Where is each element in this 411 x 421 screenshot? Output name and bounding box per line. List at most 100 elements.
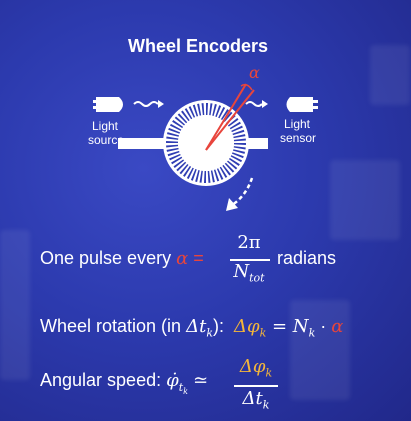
encoder-slot	[201, 103, 205, 116]
encoder-slot	[203, 170, 206, 183]
encoder-slot	[223, 111, 233, 123]
eq3-approx: ≃	[193, 370, 209, 391]
encoder-slot	[171, 156, 183, 165]
eq3-prefix: Angular speed:	[40, 370, 167, 390]
eq2-lhs: Δφ	[234, 316, 260, 337]
encoder-slot	[166, 140, 179, 143]
light-source-icon	[93, 97, 123, 112]
eq2-alpha: α	[331, 316, 344, 337]
encoder-slot	[207, 170, 211, 183]
encoder-slot	[172, 120, 184, 129]
equation-rotation: Wheel rotation (in Δtk): Δφk = Nk · α	[40, 316, 343, 340]
encoder-slot	[232, 149, 245, 154]
eq3-denominator-sub: k	[262, 398, 270, 412]
light-source-label: source	[88, 133, 124, 147]
eq2-mid: = N	[266, 316, 309, 337]
light-source-label: Light	[92, 119, 119, 133]
eq1-equals: =	[188, 248, 204, 268]
encoder-slot	[210, 170, 215, 183]
encoder-slot	[177, 113, 188, 124]
alpha-angle-marker	[205, 83, 255, 151]
eq2-close: ):	[212, 316, 224, 336]
encoder-slot	[184, 108, 193, 120]
eq2-lhs-sub: k	[259, 326, 267, 340]
encoder-slot	[195, 169, 200, 182]
eq3-fraction: Δφk Δtk	[232, 356, 280, 411]
encoder-slot	[197, 103, 202, 116]
encoder-slot	[181, 110, 190, 122]
encoder-slot	[216, 168, 224, 180]
encoder-slot	[167, 132, 180, 137]
encoder-slot	[215, 105, 222, 118]
equation-pulse: One pulse every α =	[40, 248, 204, 269]
eq1-denominator-sub: tot	[249, 271, 265, 285]
eq3-numerator-sub: k	[265, 366, 273, 380]
background-glow	[290, 300, 350, 400]
encoder-slot	[233, 146, 246, 150]
encoder-slot	[222, 164, 231, 176]
encoder-slot	[190, 168, 197, 181]
encoder-slot	[228, 157, 240, 166]
encoder-slot	[166, 147, 179, 152]
eq1-prefix: One pulse every	[40, 248, 177, 268]
encoder-slot	[199, 170, 203, 183]
light-sensor-label: Light	[284, 117, 311, 131]
encoder-slot	[233, 138, 246, 142]
encoder-slot	[166, 144, 179, 148]
equation-angular-speed: Angular speed: φ̇tk ≃	[40, 370, 208, 396]
light-wave-icon	[133, 101, 159, 107]
encoder-slot	[212, 104, 217, 117]
encoder-slot	[220, 109, 229, 121]
eq2-prefix: Wheel rotation (in	[40, 316, 187, 336]
encoder-slot	[167, 150, 180, 157]
wheel-encoder-diagram: α Light source Light sensor	[88, 63, 318, 186]
alpha-symbol: α	[249, 63, 260, 82]
light-sensor-icon	[286, 97, 318, 112]
encoder-slot	[169, 123, 182, 131]
encoder-slot	[230, 155, 243, 163]
eq2-dt-sub: k	[206, 326, 213, 340]
encoder-slot	[174, 116, 186, 126]
encoder-slot	[231, 125, 243, 133]
encoder-slot	[188, 106, 196, 118]
encoder-slot	[183, 165, 192, 177]
encoder-slot	[227, 118, 239, 127]
eq2-dt: Δt	[186, 316, 207, 337]
eq1-denominator: N	[233, 261, 250, 282]
eq2-dot: ·	[315, 316, 332, 336]
encoder-slot	[218, 106, 226, 119]
encoder-slot	[232, 129, 245, 136]
encoder-slot	[192, 104, 199, 117]
encoder-slot	[231, 152, 244, 159]
background-glow	[370, 45, 410, 105]
eq3-phi: φ̇	[166, 370, 179, 391]
eq1-fraction: 2π Ntot	[226, 232, 272, 285]
slide-title: Wheel Encoders	[127, 36, 269, 56]
encoder-slot	[229, 121, 241, 130]
wheel-hub	[178, 115, 234, 171]
eq1-alpha: α	[176, 248, 189, 269]
encoder-slot	[233, 143, 246, 146]
encoder-slot	[226, 160, 238, 170]
encoder-slot	[169, 153, 181, 161]
fraction-bar	[230, 259, 270, 261]
eq3-phi-sub: t	[178, 380, 184, 394]
arrow-head-icon	[158, 100, 164, 108]
encoder-slot	[219, 166, 228, 178]
fraction-bar	[234, 385, 278, 387]
encoder-slot	[176, 161, 187, 172]
encoder-slot	[206, 103, 209, 116]
eq3-phi-subsub: k	[183, 386, 188, 396]
light-sensor-label: sensor	[280, 131, 316, 145]
eq1-numerator: 2π	[237, 232, 261, 253]
encoder-slot	[233, 134, 246, 139]
encoder-slot	[166, 136, 179, 140]
encoder-slot	[213, 169, 220, 182]
encoder-slot	[173, 159, 185, 168]
arrow-head-icon	[262, 100, 268, 108]
background-glow	[330, 160, 400, 240]
eq1-suffix: radians	[277, 248, 337, 268]
encoder-wheel	[163, 100, 249, 186]
encoder-slot	[186, 167, 194, 180]
encoder-slot	[224, 162, 235, 173]
